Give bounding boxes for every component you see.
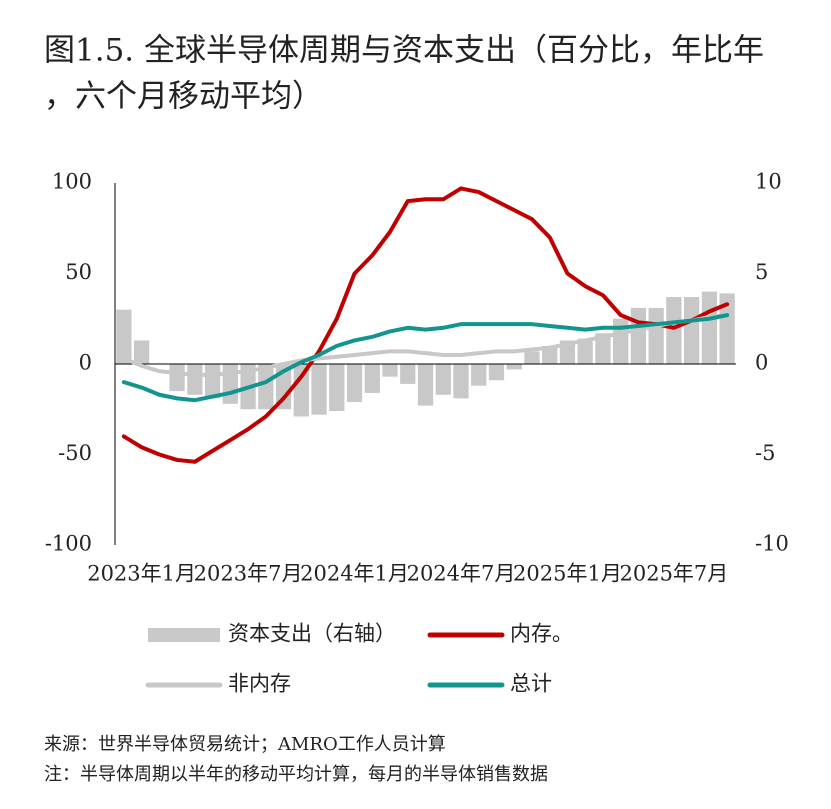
bar xyxy=(524,351,540,364)
bar xyxy=(346,364,363,403)
y2-tick-label: -10 xyxy=(755,532,789,556)
line-series xyxy=(121,313,730,377)
y-tick-label: -50 xyxy=(58,441,92,465)
legend-swatch xyxy=(148,628,220,642)
legend-label: 内存。 xyxy=(510,622,573,646)
bar xyxy=(506,364,522,370)
bar xyxy=(648,307,664,364)
bar xyxy=(204,364,221,399)
bar xyxy=(400,364,416,384)
chart-title: ，六个月移动平均） xyxy=(44,79,323,115)
x-tick-label: 2025年1月 xyxy=(513,562,622,586)
legend-label: 资本支出（右轴） xyxy=(228,622,396,646)
y-tick-label: 0 xyxy=(79,351,92,375)
bar xyxy=(684,297,700,364)
bar xyxy=(133,340,150,364)
bar xyxy=(293,364,309,417)
y2-tick-label: 5 xyxy=(755,260,768,284)
bar xyxy=(382,364,398,377)
bar xyxy=(311,364,327,415)
line-series xyxy=(121,313,730,403)
y2-tick-label: 0 xyxy=(755,351,768,375)
source-note: 来源：世界半导体贸易统计；AMRO工作人员计算 xyxy=(44,734,446,755)
y2-tick-label: 10 xyxy=(755,170,782,194)
bar xyxy=(116,309,132,364)
bar xyxy=(719,293,735,364)
bar xyxy=(577,338,593,364)
legend-label: 非内存 xyxy=(228,672,291,696)
x-tick-label: 2024年7月 xyxy=(407,562,516,586)
x-tick-label: 2025年7月 xyxy=(619,562,728,586)
y-tick-label: -100 xyxy=(45,532,92,556)
chart-title: 图1.5. 全球半导体周期与资本支出（百分比，年比年 xyxy=(44,33,764,69)
bar xyxy=(453,364,469,399)
y-tick-label: 100 xyxy=(52,170,92,194)
bar xyxy=(364,364,380,393)
bar xyxy=(488,364,505,381)
y-tick-label: 50 xyxy=(65,260,92,284)
footnote: 注：半导体周期以半年的移动平均计算，每月的半导体销售数据 xyxy=(44,764,548,785)
bar xyxy=(595,333,611,364)
bar xyxy=(258,364,274,410)
x-tick-label: 2023年1月 xyxy=(87,562,196,586)
bar xyxy=(435,364,451,395)
bar xyxy=(329,364,345,412)
bar xyxy=(471,364,487,386)
bar xyxy=(613,318,629,364)
x-tick-label: 2023年7月 xyxy=(194,562,303,586)
bar xyxy=(701,291,718,364)
legend-label: 总计 xyxy=(510,672,552,696)
bar xyxy=(630,307,647,364)
bar xyxy=(542,345,558,364)
y2-tick-label: -5 xyxy=(755,441,775,465)
bar xyxy=(187,364,203,395)
bar xyxy=(666,297,682,364)
bar xyxy=(417,364,434,406)
line-series xyxy=(121,186,730,464)
bar xyxy=(169,364,185,392)
bar xyxy=(222,364,238,404)
x-tick-label: 2024年1月 xyxy=(300,562,409,586)
